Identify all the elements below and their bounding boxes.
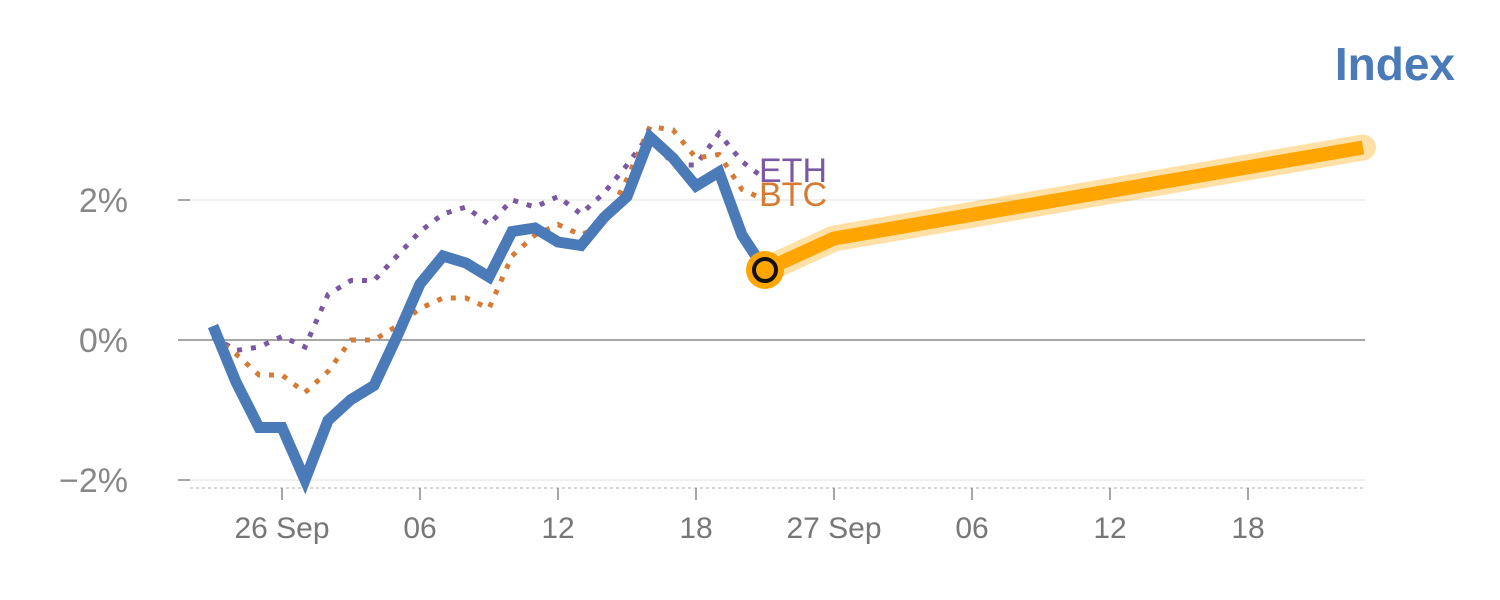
x-tick-label: 12: [1093, 512, 1126, 545]
series-line-index: [207, 127, 770, 495]
x-tick-label: 12: [541, 512, 574, 545]
series-label-eth: ETH: [759, 152, 827, 190]
x-tick-label: 18: [679, 512, 712, 545]
series-labels: ETH BTC: [759, 152, 827, 214]
forecast-line: [762, 140, 1365, 277]
gridlines: [190, 199, 1365, 481]
x-tick-label: 06: [955, 512, 988, 545]
series-line-eth: [211, 129, 767, 354]
series-lines: [207, 123, 1376, 495]
current-point-marker: [752, 257, 778, 283]
y-tick-label: 2%: [79, 182, 128, 220]
y-tick-label: 0%: [79, 322, 128, 360]
y-tick-label: −2%: [59, 462, 128, 500]
series-label-btc: BTC: [759, 176, 827, 214]
series-line-btc: [211, 123, 767, 396]
x-tick-label: 27 Sep: [786, 512, 881, 545]
chart-title: Index: [1335, 38, 1456, 90]
x-tick-label: 06: [403, 512, 436, 545]
x-tick-label: 18: [1231, 512, 1264, 545]
axes: −2% 0% 2% 26 Sep 06 12 18 27 Sep 06 12 18: [59, 182, 1365, 545]
x-tick-label: 26 Sep: [234, 512, 329, 545]
